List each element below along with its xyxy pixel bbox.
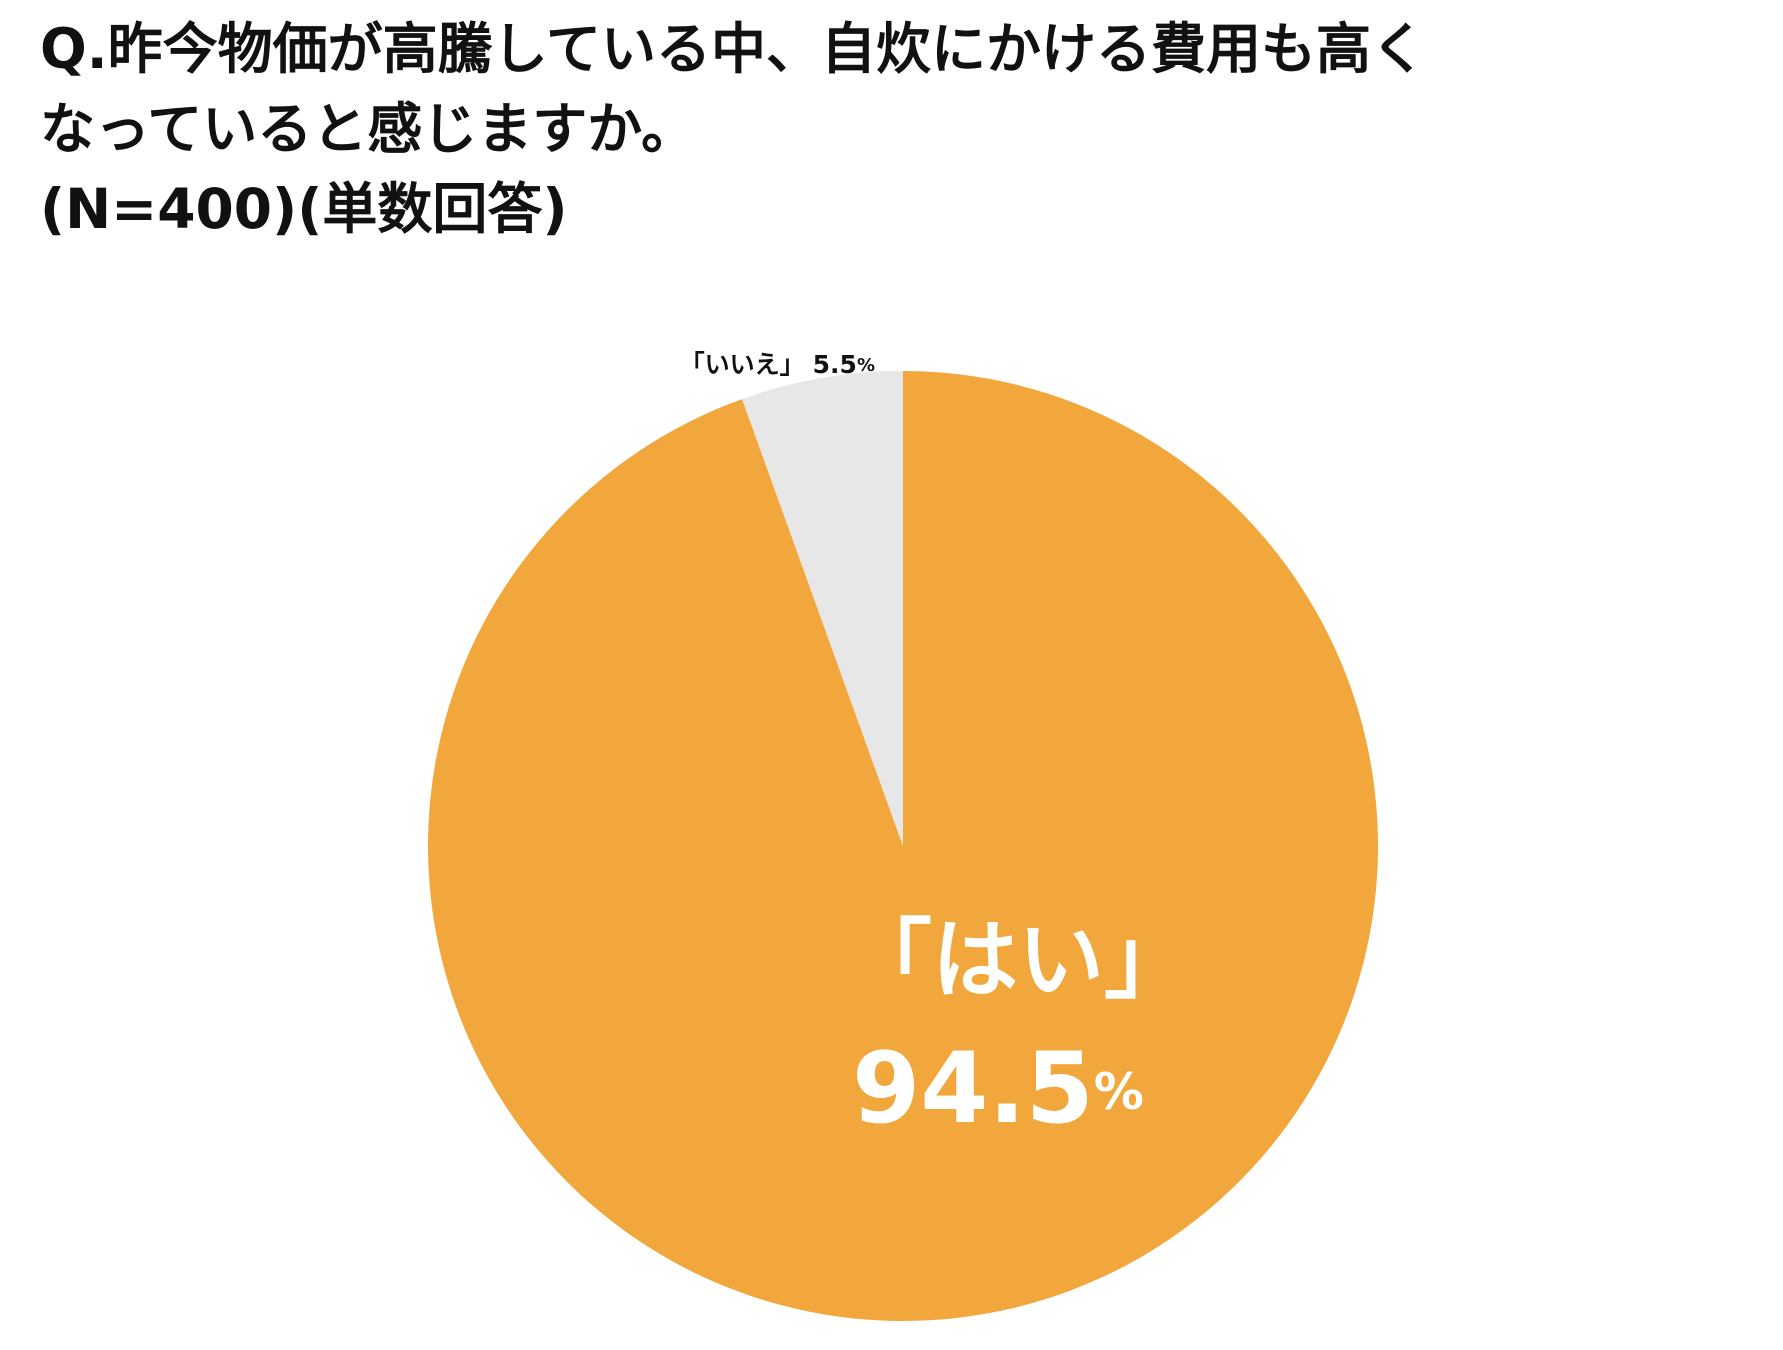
chart-title-line: Q.昨今物価が高騰している中、自炊にかける費用も高く xyxy=(40,17,1426,81)
pie-slice xyxy=(427,371,1378,1321)
chart-title-line: (N=400)(単数回答) xyxy=(40,177,567,241)
value-unit: % xyxy=(857,355,875,376)
value-unit: % xyxy=(1094,1063,1144,1121)
labels: 「はい」 94.5% 「いいえ」 5.5% xyxy=(680,350,1190,1146)
pie xyxy=(427,371,1378,1321)
value-number: 5.5 xyxy=(813,350,857,379)
value-number: 94.5 xyxy=(852,1032,1094,1146)
category-name: 「いいえ」 xyxy=(680,350,805,379)
pie-slice xyxy=(742,371,903,846)
slice-label: 「いいえ」 5.5% xyxy=(680,350,875,379)
slice-label: 「はい」 xyxy=(846,910,1190,1010)
chart-title-line: なっていると感じますか。 xyxy=(40,97,696,161)
slice-value-label: 94.5% xyxy=(852,1032,1144,1146)
